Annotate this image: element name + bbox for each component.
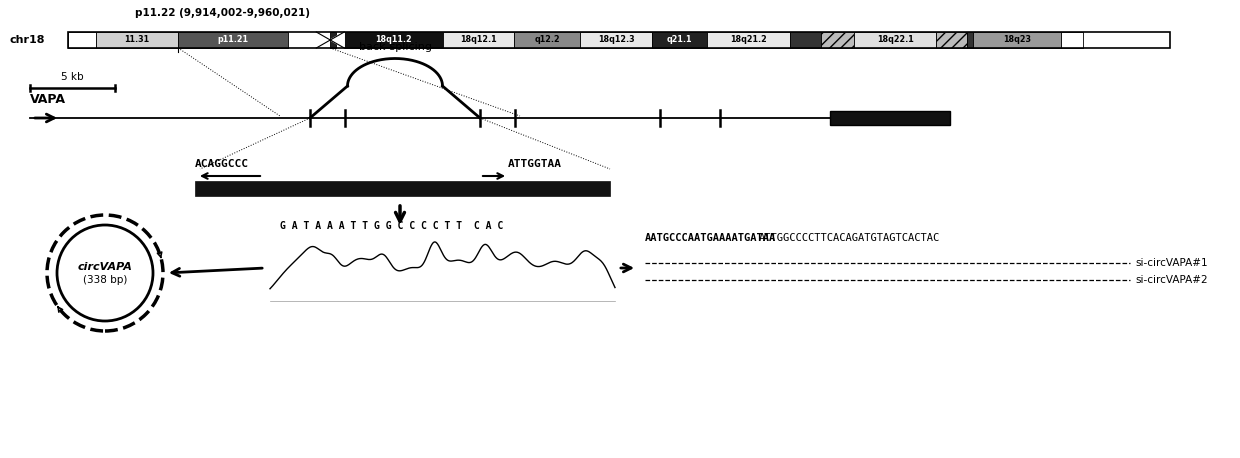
Bar: [330, 32, 336, 48]
Text: circVAPA: circVAPA: [78, 262, 133, 272]
Polygon shape: [330, 32, 345, 48]
Bar: [515, 32, 580, 48]
Bar: [179, 32, 289, 48]
Text: 18q21.2: 18q21.2: [730, 36, 766, 44]
Text: back-splicing: back-splicing: [358, 43, 432, 53]
Bar: [1061, 32, 1083, 48]
Text: 18q11.2: 18q11.2: [374, 36, 412, 44]
Text: 11.31: 11.31: [124, 36, 150, 44]
Text: q21.1: q21.1: [667, 36, 692, 44]
Bar: [343, 32, 443, 48]
Text: 18q23: 18q23: [1003, 36, 1030, 44]
Text: 5 kb: 5 kb: [61, 72, 84, 82]
Bar: [68, 32, 1171, 48]
Bar: [821, 32, 853, 48]
Text: VAPA: VAPA: [30, 93, 66, 106]
Text: p11.21: p11.21: [218, 36, 249, 44]
Bar: [972, 32, 1061, 48]
Text: AATGCCCAATGAAAATGATAA: AATGCCCAATGAAAATGATAA: [645, 233, 776, 243]
Circle shape: [57, 225, 153, 321]
Bar: [830, 111, 950, 125]
Text: G A T A A A T T G G C C C C T T  C A C: G A T A A A T T G G C C C C T T C A C: [280, 221, 503, 231]
Text: ATTGGTAA: ATTGGTAA: [508, 159, 562, 169]
Text: 18q22.1: 18q22.1: [877, 36, 914, 44]
Text: chr18: chr18: [10, 35, 46, 45]
Text: (338 bp): (338 bp): [83, 275, 128, 285]
Text: 18q12.3: 18q12.3: [598, 36, 635, 44]
Bar: [580, 32, 652, 48]
Bar: [68, 32, 95, 48]
Text: ACAGGCCC: ACAGGCCC: [195, 159, 249, 169]
Bar: [967, 32, 972, 48]
Bar: [652, 32, 707, 48]
Bar: [853, 32, 936, 48]
Text: ATTGGCCCCTTCACAGATGTAGTCACTAC: ATTGGCCCCTTCACAGATGTAGTCACTAC: [759, 233, 940, 243]
Bar: [790, 32, 821, 48]
Bar: [195, 180, 610, 196]
Bar: [936, 32, 967, 48]
Text: 18q12.1: 18q12.1: [460, 36, 497, 44]
Bar: [707, 32, 790, 48]
Bar: [95, 32, 179, 48]
Text: si-circVAPA#1: si-circVAPA#1: [1135, 258, 1208, 268]
Polygon shape: [316, 32, 330, 48]
Text: si-circVAPA#2: si-circVAPA#2: [1135, 275, 1208, 285]
Text: q12.2: q12.2: [534, 36, 560, 44]
Bar: [443, 32, 515, 48]
Text: p11.22 (9,914,002-9,960,021): p11.22 (9,914,002-9,960,021): [135, 8, 310, 18]
